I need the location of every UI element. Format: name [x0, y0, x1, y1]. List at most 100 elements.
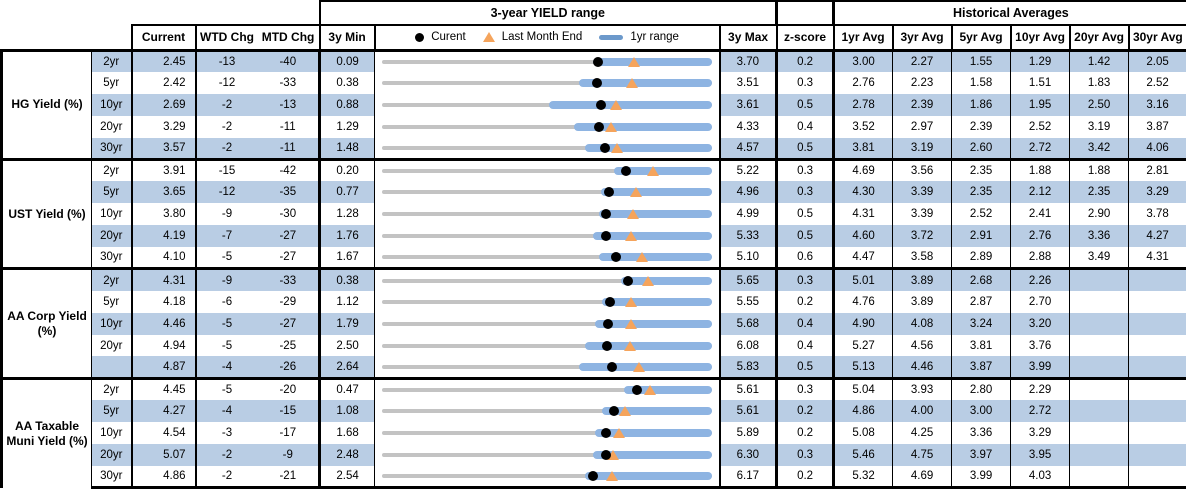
avg-1yr-cell: 4.76	[834, 291, 893, 313]
mtd-chg-cell: -40	[258, 50, 320, 72]
avg-1yr-cell: 5.27	[834, 335, 893, 357]
avg-3yr-cell: 4.56	[893, 335, 952, 357]
avg-20yr-cell: 3.42	[1070, 138, 1129, 160]
range-chart-cell	[375, 247, 720, 269]
max-3y-cell: 4.33	[720, 116, 777, 138]
current-value-cell: 4.18	[132, 291, 196, 313]
avg-10yr-cell: 2.41	[1011, 203, 1070, 225]
wtd-chg-cell: -12	[196, 181, 258, 203]
range-chart-cell	[375, 72, 720, 94]
tenor-cell: 10yr	[92, 422, 132, 444]
min-3y-cell: 2.50	[320, 335, 375, 357]
current-value-cell: 4.46	[132, 313, 196, 335]
z-score-cell: 0.4	[777, 313, 834, 335]
avg-5yr-cell: 2.52	[952, 203, 1011, 225]
avg-5yr-cell: 2.68	[952, 269, 1011, 291]
max-3y-cell: 6.17	[720, 466, 777, 488]
col-header-1yr-avg: 1yr Avg	[834, 25, 893, 50]
avg-10yr-cell: 3.20	[1011, 313, 1070, 335]
avg-3yr-cell: 4.25	[893, 422, 952, 444]
col-header-20yr-avg: 20yr Avg	[1070, 25, 1129, 50]
avg-30yr-cell	[1129, 444, 1186, 466]
tenor-cell: 20yr	[92, 225, 132, 247]
avg-5yr-cell: 1.55	[952, 50, 1011, 72]
min-3y-cell: 1.12	[320, 291, 375, 313]
avg-30yr-cell	[1129, 313, 1186, 335]
z-score-cell: 0.5	[777, 225, 834, 247]
avg-3yr-cell: 3.58	[893, 247, 952, 269]
avg-30yr-cell	[1129, 400, 1186, 422]
range-chart-cell	[375, 356, 720, 378]
min-3y-cell: 1.76	[320, 225, 375, 247]
avg-20yr-cell	[1070, 291, 1129, 313]
current-dot	[594, 122, 604, 132]
z-score-cell: 0.2	[777, 291, 834, 313]
last-month-end-triangle	[642, 276, 654, 286]
tenor-cell: 5yr	[92, 400, 132, 422]
z-score-cell: 0.3	[777, 181, 834, 203]
tenor-cell: 20yr	[92, 335, 132, 357]
avg-3yr-cell: 2.23	[893, 72, 952, 94]
current-value-cell: 3.80	[132, 203, 196, 225]
range-chart-cell	[375, 400, 720, 422]
last-month-end-triangle	[633, 362, 645, 372]
avg-3yr-cell: 4.75	[893, 444, 952, 466]
avg-3yr-cell: 3.89	[893, 291, 952, 313]
range-chart-cell	[375, 159, 720, 181]
z-score-cell: 0.5	[777, 138, 834, 160]
tenor-cell: 2yr	[92, 50, 132, 72]
current-value-cell: 3.57	[132, 138, 196, 160]
avg-3yr-cell: 3.72	[893, 225, 952, 247]
col-header-5yr-avg: 5yr Avg	[952, 25, 1011, 50]
avg-1yr-cell: 2.76	[834, 72, 893, 94]
last-month-end-triangle	[630, 187, 642, 197]
current-dot	[607, 362, 617, 372]
avg-3yr-cell: 4.08	[893, 313, 952, 335]
max-3y-cell: 4.57	[720, 138, 777, 160]
avg-30yr-cell: 4.06	[1129, 138, 1186, 160]
max-3y-cell: 3.61	[720, 94, 777, 116]
label-columns-spacer	[2, 25, 132, 50]
z-score-cell: 0.5	[777, 94, 834, 116]
avg-3yr-cell: 3.39	[893, 203, 952, 225]
last-month-end-triangle	[628, 57, 640, 67]
mtd-chg-cell: -13	[258, 94, 320, 116]
avg-20yr-cell: 2.90	[1070, 203, 1129, 225]
mtd-chg-cell: -27	[258, 225, 320, 247]
avg-3yr-cell: 2.97	[893, 116, 952, 138]
tenor-cell: 10yr	[92, 313, 132, 335]
range-chart-cell	[375, 269, 720, 291]
avg-30yr-cell	[1129, 269, 1186, 291]
current-dot	[600, 143, 610, 153]
avg-20yr-cell: 2.35	[1070, 181, 1129, 203]
avg-3yr-cell: 3.56	[893, 159, 952, 181]
z-score-cell: 0.5	[777, 356, 834, 378]
wtd-chg-cell: -9	[196, 203, 258, 225]
current-dot	[605, 297, 615, 307]
avg-10yr-cell: 4.03	[1011, 466, 1070, 488]
avg-20yr-cell	[1070, 356, 1129, 378]
current-dot	[596, 100, 606, 110]
avg-20yr-cell: 1.88	[1070, 159, 1129, 181]
avg-20yr-cell: 3.36	[1070, 225, 1129, 247]
group-label: AA Taxable Muni Yield (%)	[2, 378, 92, 487]
top-left-spacer	[2, 1, 320, 25]
avg-5yr-cell: 2.91	[952, 225, 1011, 247]
avg-10yr-cell: 1.29	[1011, 50, 1070, 72]
current-dot	[632, 385, 642, 395]
range-chart-cell	[375, 181, 720, 203]
wtd-chg-cell: -2	[196, 94, 258, 116]
current-dot	[609, 406, 619, 416]
avg-30yr-cell	[1129, 335, 1186, 357]
z-score-cell: 0.2	[777, 422, 834, 444]
tenor-cell: 10yr	[92, 94, 132, 116]
column-header-row: Current WTD Chg MTD Chg 3y Min Curent La…	[2, 25, 1186, 50]
wtd-chg-cell: -5	[196, 335, 258, 357]
last-month-end-triangle	[625, 297, 637, 307]
current-dot	[593, 57, 603, 67]
current-value-cell: 3.65	[132, 181, 196, 203]
avg-5yr-cell: 3.36	[952, 422, 1011, 444]
